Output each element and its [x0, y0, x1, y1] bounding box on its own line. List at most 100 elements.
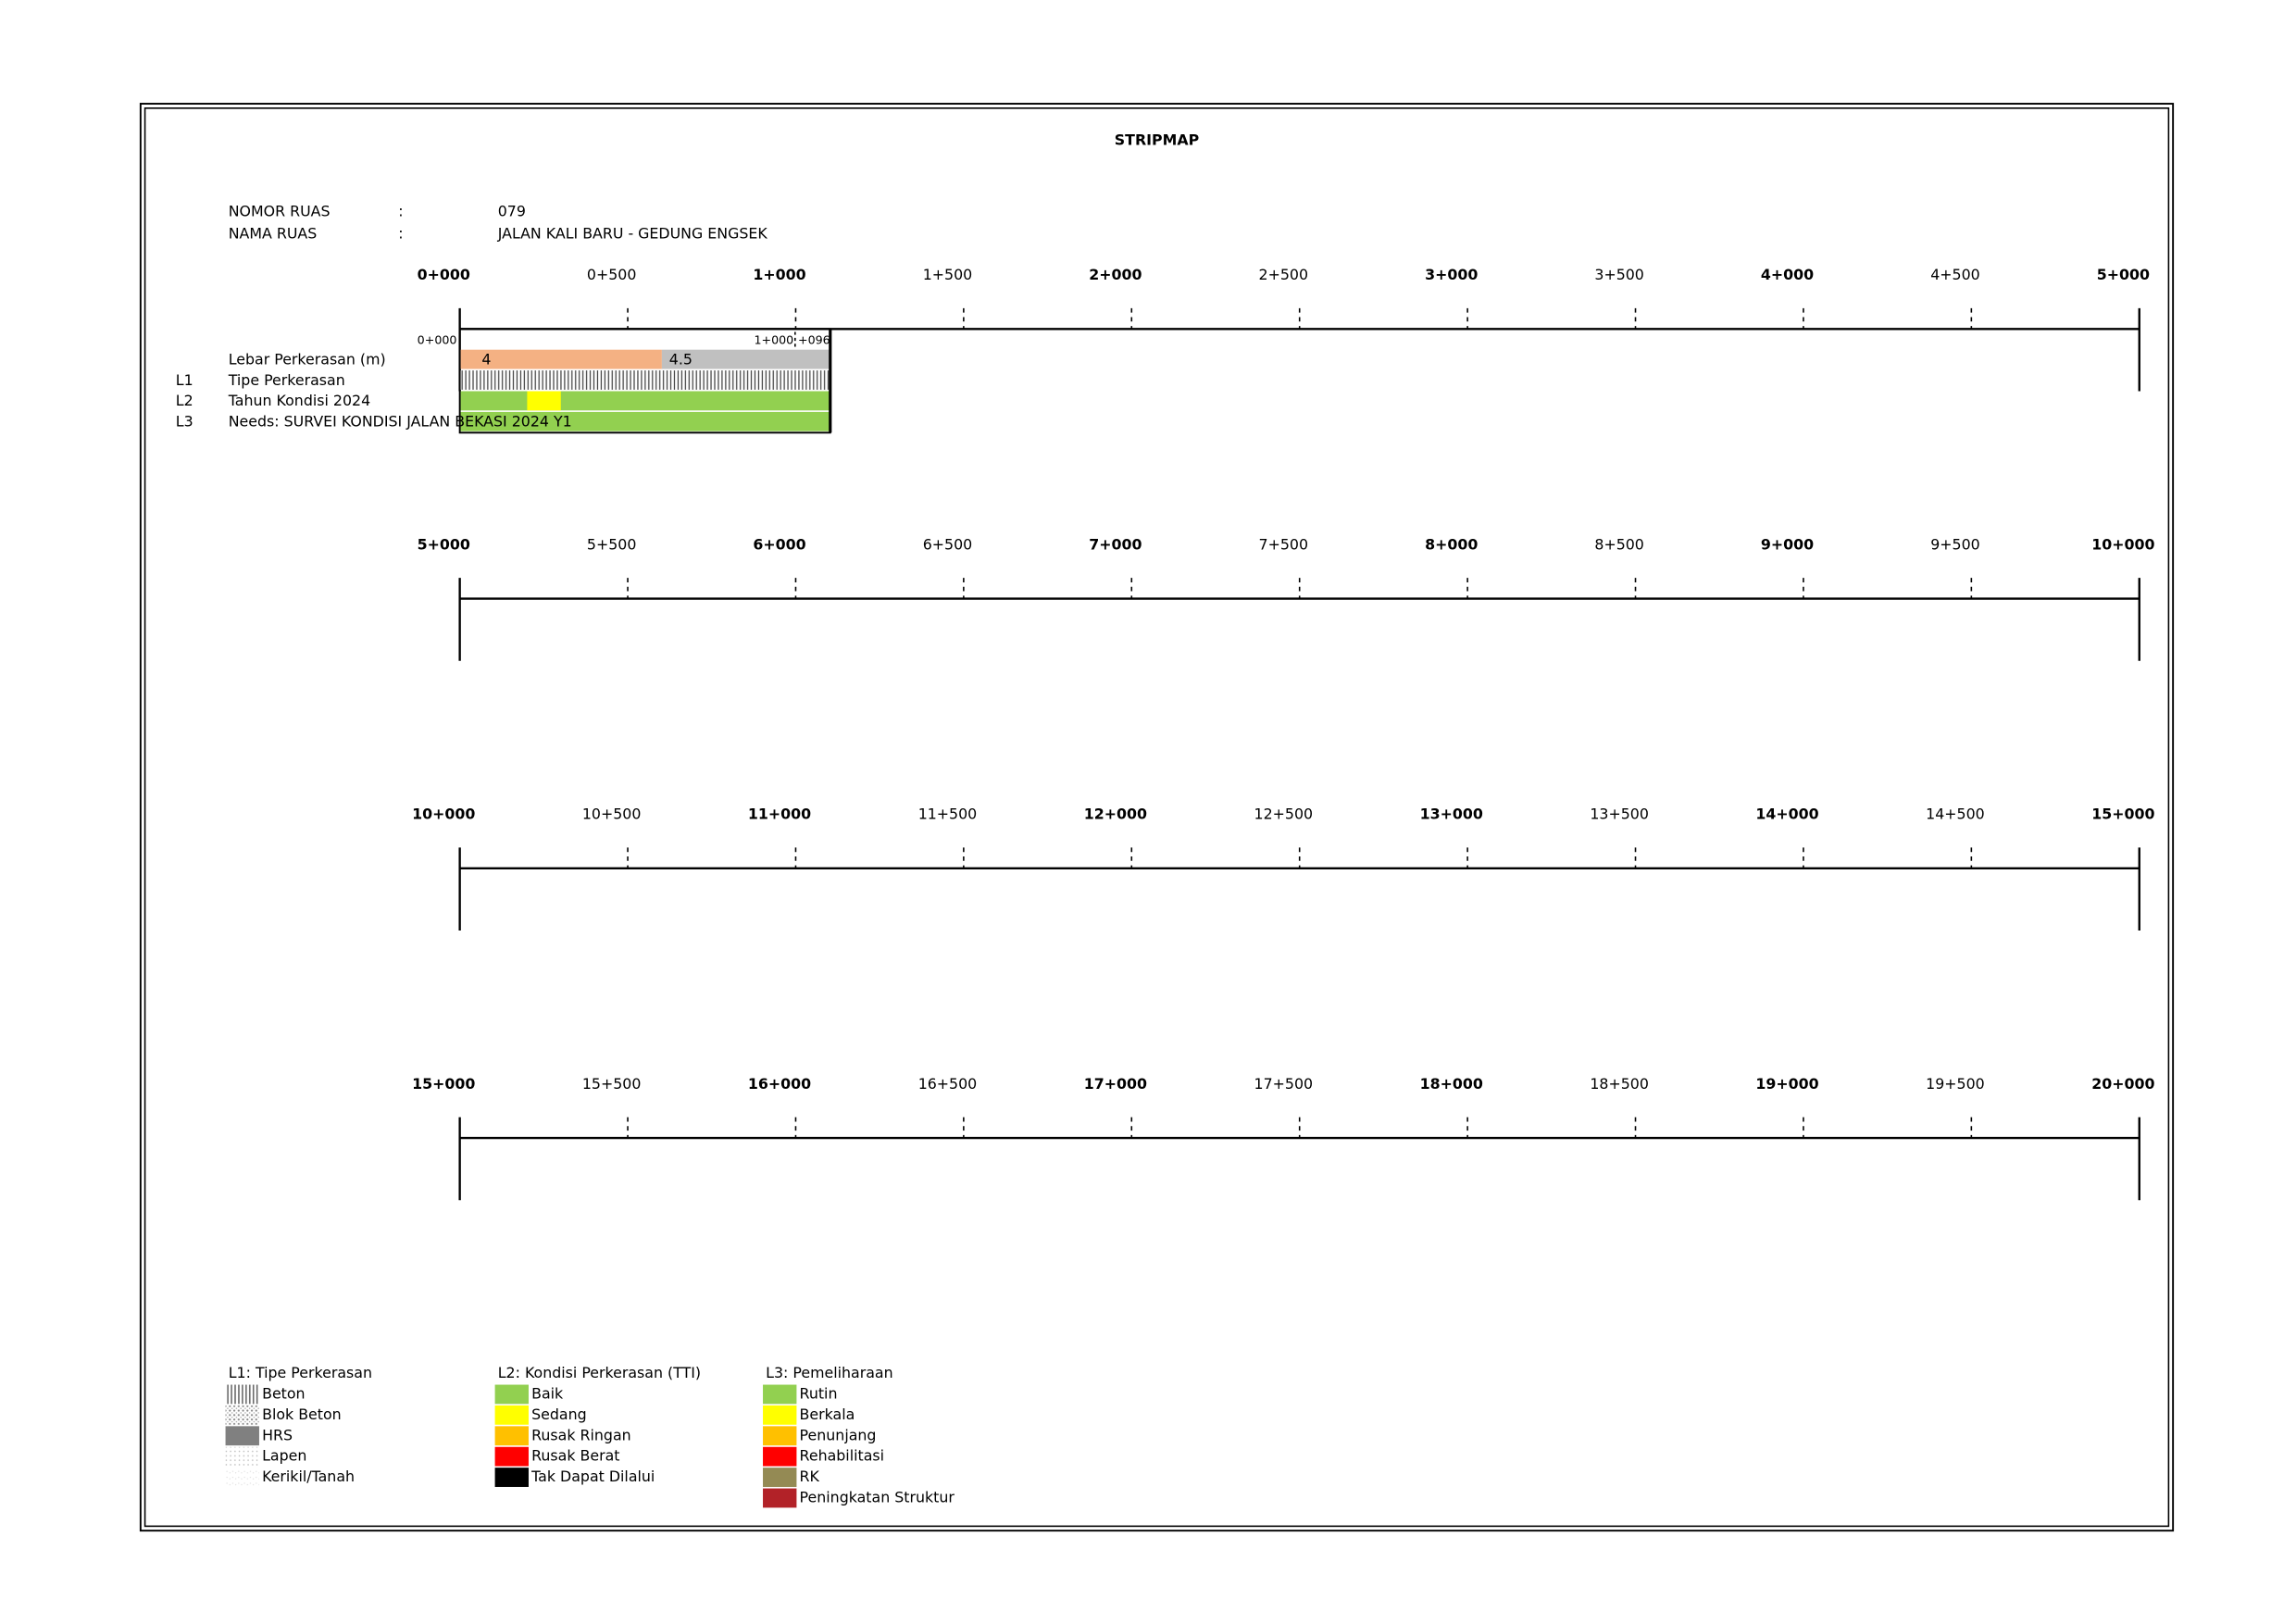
legend-label: Rusak Berat [531, 1447, 619, 1465]
chainage-label: 15+000 [412, 1075, 475, 1093]
legend-swatch [225, 1384, 259, 1405]
chainage-label: 8+500 [1594, 535, 1643, 553]
chainage-label: 15+500 [582, 1075, 642, 1093]
legend-swatch [225, 1405, 259, 1425]
chainage-label: 7+500 [1259, 535, 1308, 553]
pavement-type-bar [459, 370, 830, 390]
row-label: Needs: SURVEI KONDISI JALAN BEKASI 2024 … [229, 413, 572, 431]
chainage-label: 16+000 [748, 1075, 811, 1093]
width-value: 4.5 [669, 350, 693, 368]
header-text: NOMOR RUAS [229, 202, 331, 219]
chainage-label: 6+500 [923, 535, 972, 553]
legend-label: Baik [531, 1384, 564, 1402]
header-text: NAMA RUAS [229, 224, 318, 242]
chainage-label: 2+500 [1259, 266, 1308, 283]
legend-label: Tak Dapat Dilalui [530, 1468, 655, 1485]
header-text: 079 [498, 202, 526, 219]
header-text: : [398, 202, 403, 219]
chainage-label: 6+000 [753, 535, 805, 553]
chainage-label: 5+000 [418, 535, 470, 553]
chainage-label: 0+500 [587, 266, 636, 283]
segment-extra: +096 [798, 333, 830, 347]
legend-swatch [763, 1405, 797, 1425]
width-value: 4 [481, 350, 491, 368]
legend-swatch [494, 1468, 529, 1487]
chainage-label: 11+000 [748, 806, 811, 823]
legend-label: Lapen [262, 1447, 306, 1465]
header-text: JALAN KALI BARU - GEDUNG ENGSEK [497, 224, 768, 242]
legend-label: Penunjang [800, 1426, 877, 1443]
row-label: Tipe Perkerasan [228, 371, 345, 389]
chainage-label: 5+500 [587, 535, 636, 553]
legend-label: Peningkatan Struktur [800, 1488, 955, 1505]
legend-label: Kerikil/Tanah [262, 1468, 355, 1485]
legend-title: L3: Pemeliharaan [766, 1364, 892, 1381]
inner-border [144, 107, 2170, 1528]
legend-label: Sedang [531, 1405, 587, 1423]
legend-label: Rusak Ringan [531, 1426, 631, 1443]
chainage-label: 4+500 [1930, 266, 1979, 283]
row-label: Tahun Kondisi 2024 [228, 392, 370, 409]
chainage-label: 4+000 [1761, 266, 1814, 283]
legend-swatch [763, 1468, 797, 1487]
legend-label: Rehabilitasi [800, 1447, 884, 1465]
chainage-label: 11+500 [918, 806, 978, 823]
chainage-label: 15+000 [2091, 806, 2154, 823]
chainage-label: 18+000 [1420, 1075, 1483, 1093]
legend-label: Rutin [800, 1384, 838, 1402]
legend-title: L1: Tipe Perkerasan [229, 1364, 372, 1381]
chainage-label: 1+500 [923, 266, 972, 283]
legend-title: L2: Kondisi Perkerasan (TTI) [498, 1364, 701, 1381]
legend-swatch [763, 1426, 797, 1446]
outer-border [139, 103, 2175, 1532]
chainage-label: 8+000 [1425, 535, 1478, 553]
legend-swatch [225, 1446, 259, 1467]
condition-bar [527, 391, 561, 411]
title: STRIPMAP [1115, 131, 1199, 148]
row-code: L3 [176, 413, 193, 431]
width-bar [459, 349, 662, 369]
chainage-label: 2+000 [1089, 266, 1142, 283]
chainage-label: 10+000 [2091, 535, 2154, 553]
chainage-label: 18+500 [1590, 1075, 1649, 1093]
legend-swatch [225, 1426, 259, 1446]
needs-bar [459, 411, 830, 431]
chainage-label: 20+000 [2091, 1075, 2154, 1093]
chainage-label: 7+000 [1089, 535, 1142, 553]
legend-label: HRS [262, 1426, 293, 1443]
legend-label: Blok Beton [262, 1405, 342, 1423]
chainage-label: 16+500 [918, 1075, 978, 1093]
chainage-label: 13+500 [1590, 806, 1649, 823]
chainage-label: 14+500 [1926, 806, 1985, 823]
chainage-label: 10+500 [582, 806, 642, 823]
legend-label: RK [800, 1468, 820, 1485]
chainage-label: 17+000 [1084, 1075, 1147, 1093]
row-label: Lebar Perkerasan (m) [229, 350, 386, 368]
segment-start: 0+000 [418, 333, 457, 347]
header-text: : [398, 224, 403, 242]
chainage-label: 0+000 [418, 266, 470, 283]
chainage-label: 9+500 [1930, 535, 1979, 553]
chainage-label: 13+000 [1420, 806, 1483, 823]
chainage-label: 19+000 [1755, 1075, 1818, 1093]
legend-swatch [225, 1468, 259, 1487]
chainage-label: 10+000 [412, 806, 475, 823]
chainage-label: 3+000 [1425, 266, 1478, 283]
chainage-label: 9+000 [1761, 535, 1814, 553]
legend-swatch [494, 1446, 529, 1467]
segment-km: 1+000 [754, 333, 793, 347]
chainage-label: 14+000 [1755, 806, 1818, 823]
legend-swatch [763, 1384, 797, 1405]
legend-swatch [763, 1446, 797, 1467]
condition-bar [459, 391, 830, 411]
row-code: L1 [176, 371, 193, 389]
legend-label: Beton [262, 1384, 305, 1402]
legend-swatch [494, 1384, 529, 1405]
chainage-label: 17+500 [1254, 1075, 1314, 1093]
legend-swatch [494, 1426, 529, 1446]
legend-swatch [763, 1488, 797, 1508]
legend-label: Berkala [800, 1405, 855, 1423]
chainage-label: 12+500 [1254, 806, 1314, 823]
chainage-label: 12+000 [1084, 806, 1147, 823]
